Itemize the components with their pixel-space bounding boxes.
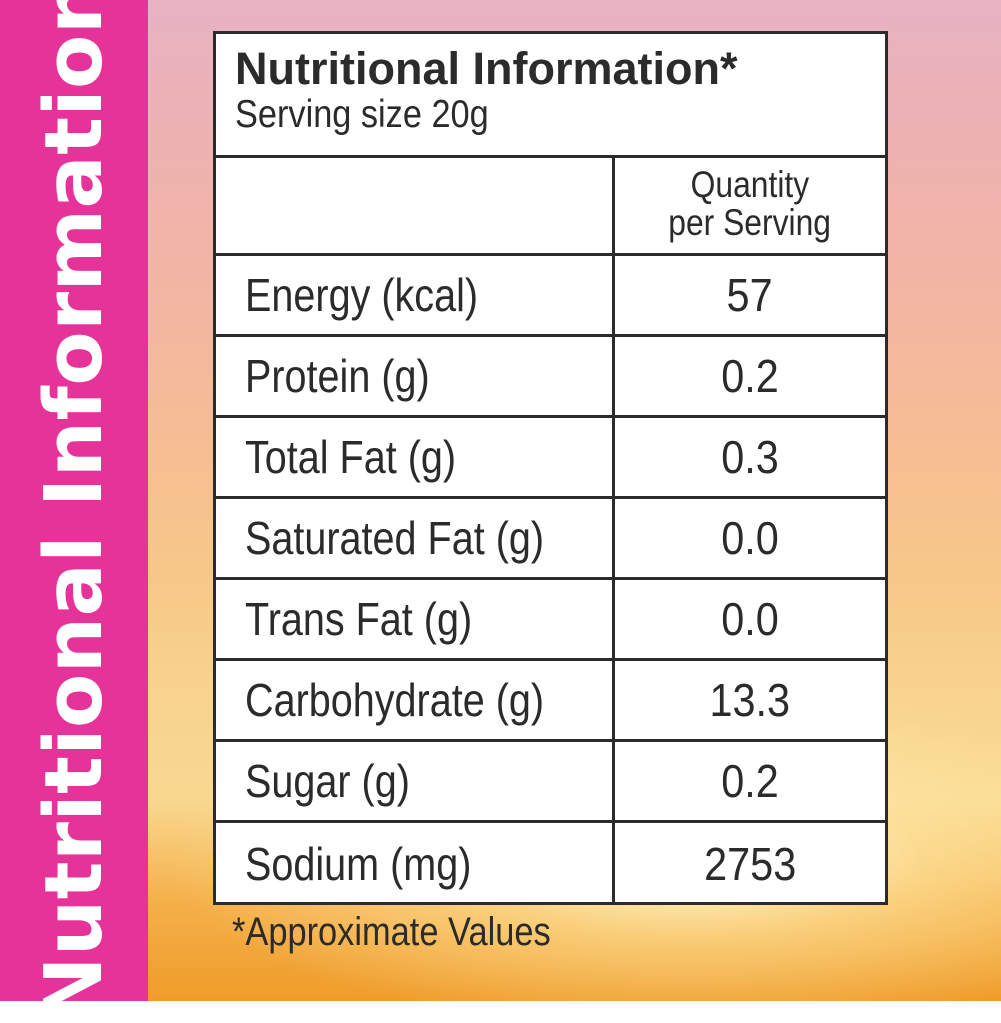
nutrient-value: 0.0 xyxy=(615,499,885,577)
nutrient-value: 57 xyxy=(615,256,885,334)
nutrient-name: Saturated Fat (g) xyxy=(216,499,615,577)
table-row: Sugar (g) 0.2 xyxy=(216,742,885,823)
nutrient-name-text: Sodium (mg) xyxy=(245,837,472,890)
footnote: *Approximate Values xyxy=(232,910,603,955)
panel-title: Nutritional Information* xyxy=(235,43,738,94)
nutrient-value: 0.2 xyxy=(615,337,885,415)
nutrient-name: Sugar (g) xyxy=(216,742,615,820)
nutrient-name: Total Fat (g) xyxy=(216,418,615,496)
nutrient-name-text: Trans Fat (g) xyxy=(245,593,473,645)
nutrient-value-text: 0.0 xyxy=(721,593,779,645)
nutrient-value: 0.3 xyxy=(615,418,885,496)
nutrient-value-text: 2753 xyxy=(703,837,797,890)
table-row: Saturated Fat (g) 0.0 xyxy=(216,499,885,580)
quantity-header-line1: Quantity xyxy=(690,164,810,205)
nutrient-value: 0.2 xyxy=(615,742,885,820)
nutrition-table: Quantity per Serving Energy (kcal) 57 Pr… xyxy=(216,155,885,904)
table-header-empty-cell xyxy=(216,155,615,253)
nutrient-value-text: 13.3 xyxy=(709,674,791,726)
nutrient-value: 0.0 xyxy=(615,580,885,658)
nutrient-name-text: Saturated Fat (g) xyxy=(245,512,545,564)
nutrient-name-text: Carbohydrate (g) xyxy=(245,674,545,726)
panel-header: Nutritional Information* Serving size 20… xyxy=(216,34,885,158)
table-row: Sodium (mg) 2753 xyxy=(216,823,885,904)
table-row: Total Fat (g) 0.3 xyxy=(216,418,885,499)
side-title: Nutritional Information xyxy=(28,0,120,1023)
nutrient-name-text: Protein (g) xyxy=(245,350,430,402)
nutrient-name-text: Energy (kcal) xyxy=(245,269,479,321)
side-band: Nutritional Information xyxy=(0,0,148,1023)
nutrient-name: Trans Fat (g) xyxy=(216,580,615,658)
nutrient-name: Sodium (mg) xyxy=(216,823,615,904)
table-row: Carbohydrate (g) 13.3 xyxy=(216,661,885,742)
footnote-text: *Approximate Values xyxy=(232,910,551,954)
nutrient-name: Carbohydrate (g) xyxy=(216,661,615,739)
nutrient-value: 13.3 xyxy=(615,661,885,739)
nutrient-value-text: 0.3 xyxy=(721,431,779,483)
table-header-row: Quantity per Serving xyxy=(216,155,885,256)
nutrient-value-text: 0.2 xyxy=(721,350,779,402)
nutrient-name-text: Total Fat (g) xyxy=(245,431,457,483)
nutrient-name: Energy (kcal) xyxy=(216,256,615,334)
table-row: Trans Fat (g) 0.0 xyxy=(216,580,885,661)
table-row: Protein (g) 0.2 xyxy=(216,337,885,418)
table-row: Energy (kcal) 57 xyxy=(216,256,885,337)
quantity-column-header: Quantity per Serving xyxy=(615,155,885,253)
nutrient-value-text: 57 xyxy=(726,269,774,321)
serving-size: Serving size 20g xyxy=(235,93,489,136)
nutrient-value-text: 0.0 xyxy=(721,512,779,564)
nutrient-value-text: 0.2 xyxy=(721,755,779,807)
nutrient-value: 2753 xyxy=(615,823,885,904)
nutrient-name-text: Sugar (g) xyxy=(245,755,410,807)
nutrient-name: Protein (g) xyxy=(216,337,615,415)
nutrition-panel: Nutritional Information* Serving size 20… xyxy=(213,31,888,905)
quantity-header-line2: per Serving xyxy=(668,202,832,243)
